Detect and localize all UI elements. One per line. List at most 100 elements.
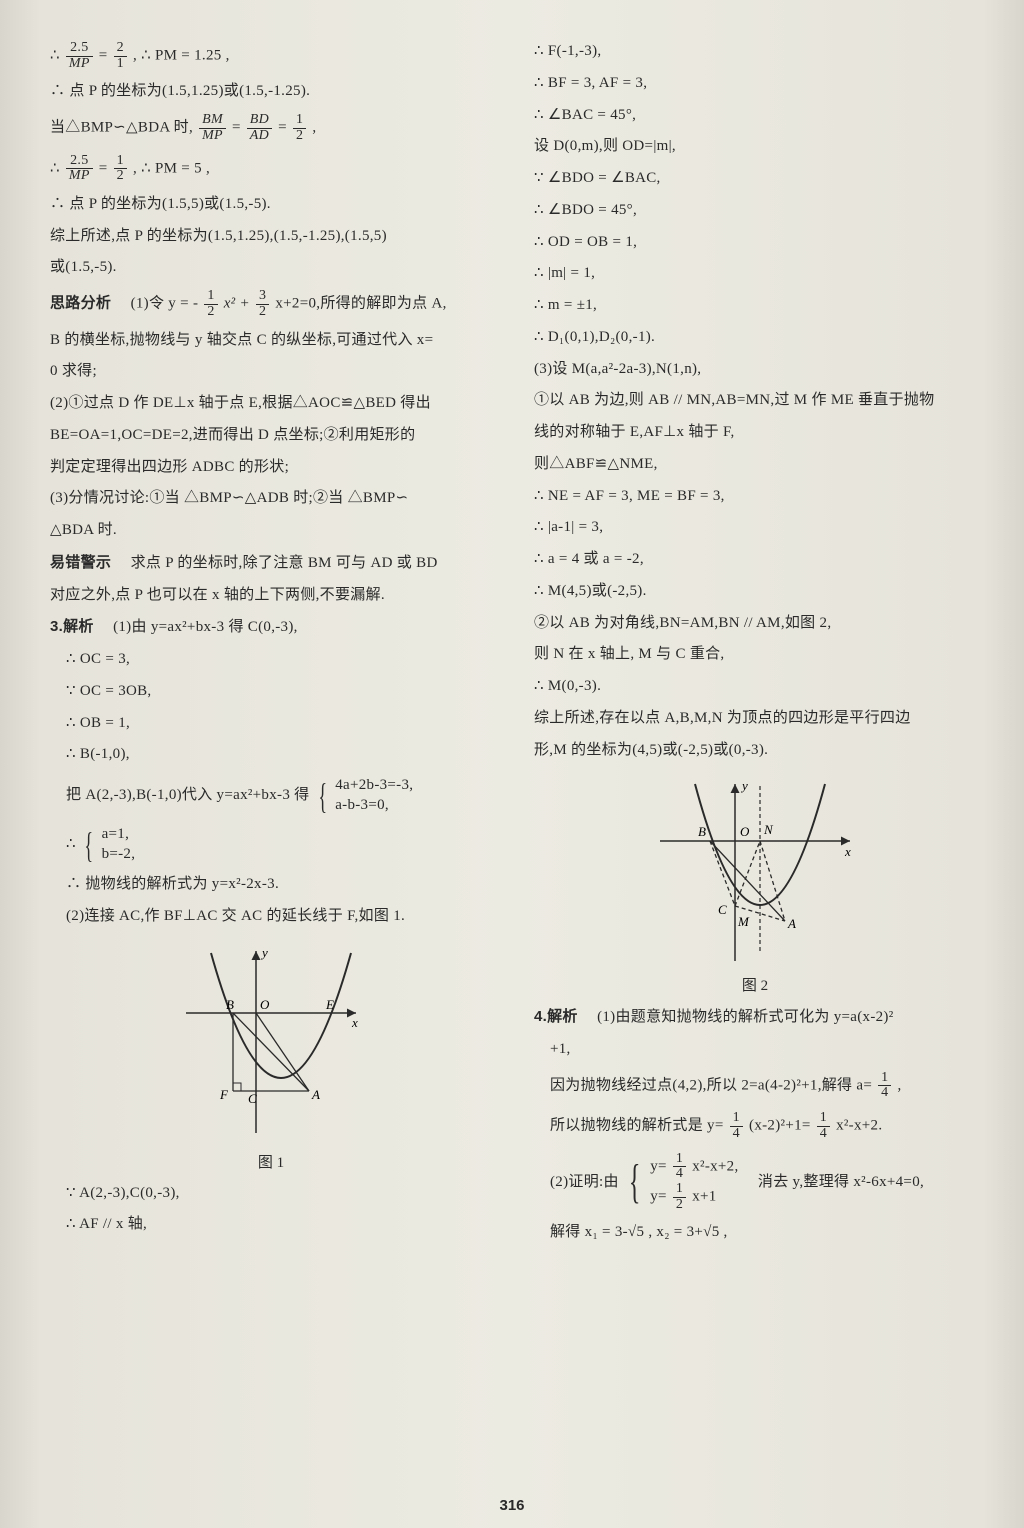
text-line: ∴ a = 4 或 a = -2, <box>534 549 976 571</box>
text-line: 解得 x₁ = 3-√5 , x₂ = 3+√5 , <box>534 1222 976 1244</box>
right-column: ∴ F(-1,-3), ∴ BF = 3, AF = 3, ∴ ∠BAC = 4… <box>534 36 976 1249</box>
text: x² + <box>224 296 254 312</box>
text-line: ②以 AB 为对角线,BN=AM,BN // AM,如图 2, <box>534 613 976 635</box>
denominator: 2 <box>256 305 269 320</box>
text-line: ∴ 2.5 MP = 1 2 , ∴ PM = 5 , <box>50 154 492 184</box>
text-line: 综上所述,点 P 的坐标为(1.5,1.25),(1.5,-1.25),(1.5… <box>50 226 492 248</box>
equation-system: a=1, b=-2, <box>102 825 136 864</box>
text-line: BE=OA=1,OC=DE=2,进而得出 D 点坐标;②利用矩形的 <box>50 425 492 447</box>
text-line: ∴ M(4,5)或(-2,5). <box>534 581 976 603</box>
text-line: 4.解析 (1)由题意知抛物线的解析式可化为 y=a(x-2)² <box>534 1006 976 1029</box>
text-line: 把 A(2,-3),B(-1,0)代入 y=ax²+bx-3 得 { 4a+2b… <box>50 776 492 815</box>
text-line: 思路分析 (1)令 y = - 1 2 x² + 3 2 x+2=0,所得的解即… <box>50 289 492 319</box>
text: , ∴ PM = 1.25 , <box>133 48 230 64</box>
numerator: 1 <box>204 289 217 305</box>
text-line: ①以 AB 为边,则 AB // MN,AB=MN,过 M 作 ME 垂直于抛物 <box>534 390 976 412</box>
text-line: ∴ { a=1, b=-2, <box>50 825 492 864</box>
text-line: ∵ ∠BDO = ∠BAC, <box>534 168 976 190</box>
figure-2-caption: 图 2 <box>742 974 768 995</box>
y-axis-label: y <box>260 945 268 960</box>
text: = <box>232 120 245 136</box>
text-line: 当△BMP∽△BDA 时, BM MP = BD AD = 1 2 , <box>50 113 492 143</box>
text-line: 设 D(0,m),则 OD=|m|, <box>534 136 976 158</box>
text: (x-2)²+1= <box>749 1118 815 1134</box>
text: (1)由题意知抛物线的解析式可化为 y=a(x-2)² <box>582 1009 894 1025</box>
text: 求点 P 的坐标时,除了注意 BM 可与 AD 或 BD <box>115 555 437 571</box>
fraction: 1 4 <box>673 1152 686 1182</box>
text: , ∴ PM = 5 , <box>133 160 210 176</box>
equation-system: y= 1 4 x²-x+2, y= 1 2 x+1 <box>650 1152 738 1213</box>
x-axis-label: x <box>844 844 851 859</box>
text-line: ∴ OD = OB = 1, <box>534 232 976 254</box>
page: ∴ 2.5 MP = 2 1 , ∴ PM = 1.25 , ∴ 点 P 的坐标… <box>0 0 1024 1528</box>
text-line: 因为抛物线经过点(4,2),所以 2=a(4-2)²+1,解得 a= 1 4 , <box>534 1071 976 1101</box>
text-line: ∴ ∠BDO = 45°, <box>534 200 976 222</box>
two-column-layout: ∴ 2.5 MP = 2 1 , ∴ PM = 1.25 , ∴ 点 P 的坐标… <box>50 36 976 1249</box>
text-line: ∴ 点 P 的坐标为(1.5,1.25)或(1.5,-1.25). <box>50 81 492 103</box>
warning-label: 易错警示 <box>50 554 111 571</box>
text: 当△BMP∽△BDA 时, <box>50 120 197 136</box>
eq-row: a=1, <box>102 825 136 845</box>
point-n-label: N <box>763 822 774 837</box>
fraction: 1 4 <box>730 1111 743 1141</box>
text-line: (2)①过点 D 作 DE⊥x 轴于点 E,根据△AOC≌△BED 得出 <box>50 393 492 415</box>
text: x²-x+2. <box>836 1118 882 1134</box>
fraction: BD AD <box>247 113 272 143</box>
left-brace: { <box>629 1158 641 1206</box>
denominator: 4 <box>878 1086 891 1101</box>
figure-1: x y B O E F C A <box>50 943 492 1172</box>
fraction: 3 2 <box>256 289 269 319</box>
text: (1)由 y=ax²+bx-3 得 C(0,-3), <box>98 619 298 635</box>
text: x+1 <box>692 1189 716 1205</box>
text-line: ∴ OC = 3, <box>50 649 492 671</box>
numerator: 2.5 <box>66 41 93 57</box>
numerator: 1 <box>878 1071 891 1087</box>
denominator: 1 <box>114 57 127 72</box>
text-line: ∴ 点 P 的坐标为(1.5,5)或(1.5,-5). <box>50 194 492 216</box>
text-line: 线的对称轴于 E,AF⊥x 轴于 F, <box>534 422 976 444</box>
text-line: ∴ ∠BAC = 45°, <box>534 105 976 127</box>
figure-2: x y B O N C M A <box>534 776 976 995</box>
numerator: 2 <box>114 41 127 57</box>
numerator: 1 <box>673 1182 686 1198</box>
text-line: △BDA 时. <box>50 520 492 542</box>
text-line: 或(1.5,-5). <box>50 257 492 279</box>
denominator: MP <box>199 129 226 144</box>
denominator: MP <box>66 169 93 184</box>
point-c-label: C <box>718 902 727 917</box>
text-line: 0 求得; <box>50 361 492 383</box>
point-f-label: F <box>219 1087 229 1102</box>
fraction: 1 2 <box>673 1182 686 1212</box>
text-line: 则 N 在 x 轴上, M 与 C 重合, <box>534 644 976 666</box>
eq-row: a-b-3=0, <box>335 796 413 816</box>
numerator: 1 <box>730 1111 743 1127</box>
point-e-label: E <box>325 997 334 1012</box>
text-line: ∴ B(-1,0), <box>50 744 492 766</box>
numerator: 1 <box>673 1152 686 1168</box>
analysis-label: 思路分析 <box>50 295 111 312</box>
text-line: 形,M 的坐标为(4,5)或(-2,5)或(0,-3). <box>534 740 976 762</box>
text-line: 易错警示 求点 P 的坐标时,除了注意 BM 可与 AD 或 BD <box>50 552 492 575</box>
text: x²-x+2, <box>692 1158 738 1174</box>
figure-1-caption: 图 1 <box>258 1151 284 1172</box>
denominator: 4 <box>730 1127 743 1142</box>
text-line: 综上所述,存在以点 A,B,M,N 为顶点的四边形是平行四边 <box>534 708 976 730</box>
text: x+2=0,所得的解即为点 A, <box>275 296 446 312</box>
left-column: ∴ 2.5 MP = 2 1 , ∴ PM = 1.25 , ∴ 点 P 的坐标… <box>50 36 492 1249</box>
text: 把 A(2,-3),B(-1,0)代入 y=ax²+bx-3 得 <box>66 787 309 803</box>
denominator: AD <box>247 129 272 144</box>
numerator: 1 <box>114 154 127 170</box>
denominator: 2 <box>673 1198 686 1213</box>
fraction: 1 2 <box>293 113 306 143</box>
text-line: ∴ 抛物线的解析式为 y=x²-2x-3. <box>50 874 492 896</box>
fraction: 2.5 MP <box>66 41 93 71</box>
text: (2)证明:由 <box>550 1173 619 1189</box>
parabola-graph-2: x y B O N C M A <box>650 776 860 966</box>
text: ∴ <box>66 836 80 852</box>
fraction: BM MP <box>199 113 226 143</box>
text-line: 判定定理得出四边形 ADBC 的形状; <box>50 457 492 479</box>
text: 消去 y,整理得 x²-6x+4=0, <box>743 1173 924 1189</box>
fraction: 1 4 <box>878 1071 891 1101</box>
text-line: 则△ABF≌△NME, <box>534 454 976 476</box>
numerator: 2.5 <box>66 154 93 170</box>
